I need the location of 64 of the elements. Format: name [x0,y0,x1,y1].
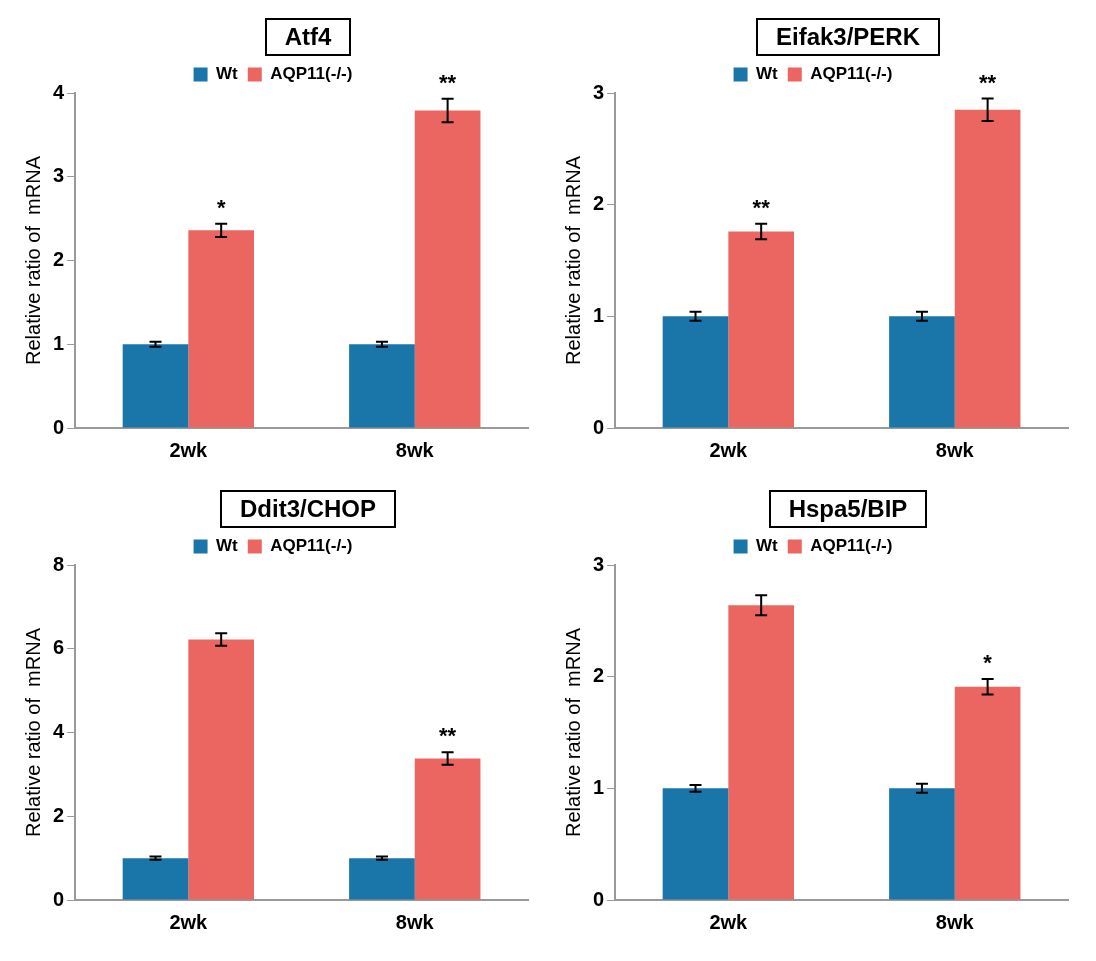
x-tick-label: 8wk [935,910,975,933]
chart-title: Ddit3/CHOP [219,490,396,528]
y-tick-label: 4 [53,80,65,103]
bar [728,605,795,900]
y-tick-label: 1 [593,775,605,798]
legend-label: Wt [216,64,239,84]
legend-label: AQP11(-/-) [810,64,893,84]
bar [889,316,955,428]
y-tick-label: 8 [53,552,65,575]
chart-title: Eifak3/PERK [755,18,941,56]
y-axis-title: Relative ratio of mRNA [21,155,44,365]
bar [122,858,189,900]
bar [662,316,729,428]
x-tick-label: 2wk [709,438,749,461]
legend-label: Wt [216,536,239,556]
y-tick-label: 3 [593,552,605,575]
x-tick-label: 2wk [169,910,209,933]
chart-title: Atf4 [264,18,352,56]
y-axis-title: Relative ratio of mRNA [561,627,584,837]
legend-label: AQP11(-/-) [810,536,893,556]
bar [349,344,415,428]
x-tick-label: 2wk [169,438,209,461]
bar [122,344,189,428]
bar [728,231,795,428]
y-tick-label: 2 [53,803,65,826]
annotation: ** [439,69,457,95]
annotation: ** [979,69,997,95]
annotation: ** [439,723,457,749]
chart-title: Hspa5/BIP [768,490,928,528]
legend-label: Wt [756,64,779,84]
bar [414,110,481,428]
y-tick-label: 4 [53,720,65,743]
annotation: * [983,649,993,675]
bar [188,639,255,900]
bar [889,788,955,900]
annotation: ** [752,194,771,220]
y-tick-label: 3 [593,80,605,103]
y-tick-label: 2 [593,664,605,687]
y-tick-label: 2 [53,248,65,271]
bar [188,230,255,428]
annotation: * [216,194,226,220]
y-tick-label: 0 [593,887,605,910]
bar [954,686,1021,900]
legend-label: AQP11(-/-) [270,64,353,84]
bar [349,858,415,900]
x-tick-label: 8wk [395,910,435,933]
y-tick-label: 1 [53,331,65,354]
legend-label: AQP11(-/-) [270,536,353,556]
y-axis-title: Relative ratio of mRNA [561,155,584,365]
bar [414,758,481,900]
bar [662,788,729,900]
y-tick-label: 0 [53,415,65,438]
y-tick-label: 0 [53,887,65,910]
legend-label: Wt [756,536,779,556]
y-axis-title: Relative ratio of mRNA [21,627,44,837]
x-tick-label: 2wk [709,910,749,933]
x-tick-label: 8wk [935,438,975,461]
x-tick-label: 8wk [395,438,435,461]
y-tick-label: 6 [53,636,65,659]
bar [954,109,1021,428]
y-tick-label: 3 [53,164,65,187]
y-tick-label: 1 [593,303,605,326]
y-tick-label: 0 [593,415,605,438]
y-tick-label: 2 [593,192,605,215]
